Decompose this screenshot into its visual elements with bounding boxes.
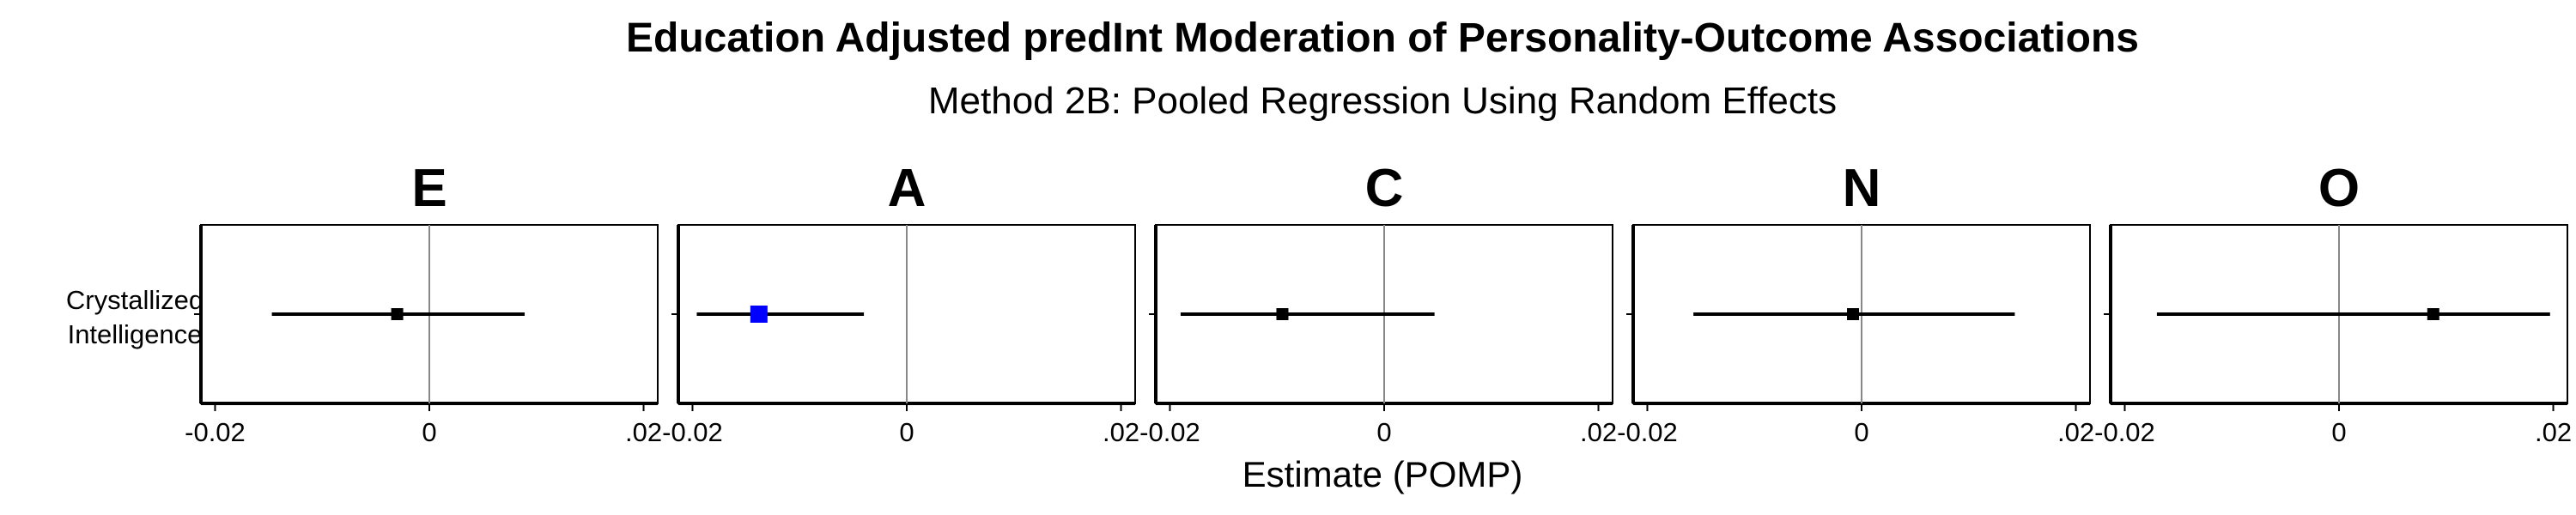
x-tick-label-e-2: .02 [625,417,662,447]
panel-a: A -0.02 0 .02 [662,159,1139,447]
panel-c: C -0.02 0 .02 [1139,159,1617,447]
facet-title-e: E [411,159,447,218]
x-tick-label-o-2: .02 [2535,417,2572,447]
x-tick-label-o-0: -0.02 [2094,417,2155,447]
point-estimate-n [1847,308,1860,320]
chart-title: Education Adjusted predInt Moderation of… [626,15,2139,61]
facet-title-a: A [888,159,927,218]
x-tick-label-n-2: .02 [2057,417,2094,447]
panel-e: E -0.02 0 .02 [185,159,662,447]
point-estimate-c [1276,308,1289,320]
facet-title-c: C [1365,159,1404,218]
x-tick-label-c-0: -0.02 [1139,417,1200,447]
x-tick-label-a-1: 0 [899,417,914,447]
x-tick-label-a-0: -0.02 [662,417,723,447]
x-tick-label-e-1: 0 [422,417,436,447]
row-label-line-2: Intelligence [68,319,203,349]
panel-o: O -0.02 0 .02 [2094,159,2572,447]
x-tick-label-o-1: 0 [2331,417,2346,447]
x-tick-label-c-2: .02 [1580,417,1617,447]
x-tick-label-e-0: -0.02 [185,417,246,447]
facet-panels: E -0.02 0 .02 A -0.02 0 .02 C -0.02 0 .02 N -0.02 0 .02… [185,159,2572,447]
point-estimate-e [391,308,404,320]
facet-title-n: N [1843,159,1881,218]
chart-subtitle: Method 2B: Pooled Regression Using Rando… [928,80,1837,122]
point-estimate-o [2427,308,2439,320]
x-tick-label-c-1: 0 [1376,417,1391,447]
x-axis-label: Estimate (POMP) [1242,454,1523,494]
point-estimate-a [750,306,768,323]
facet-title-o: O [2318,159,2360,218]
x-tick-label-n-1: 0 [1854,417,1868,447]
x-tick-label-a-2: .02 [1103,417,1139,447]
panel-n: N -0.02 0 .02 [1617,159,2094,447]
row-label-line-1: Crystallized [66,285,204,315]
x-tick-label-n-0: -0.02 [1617,417,1678,447]
